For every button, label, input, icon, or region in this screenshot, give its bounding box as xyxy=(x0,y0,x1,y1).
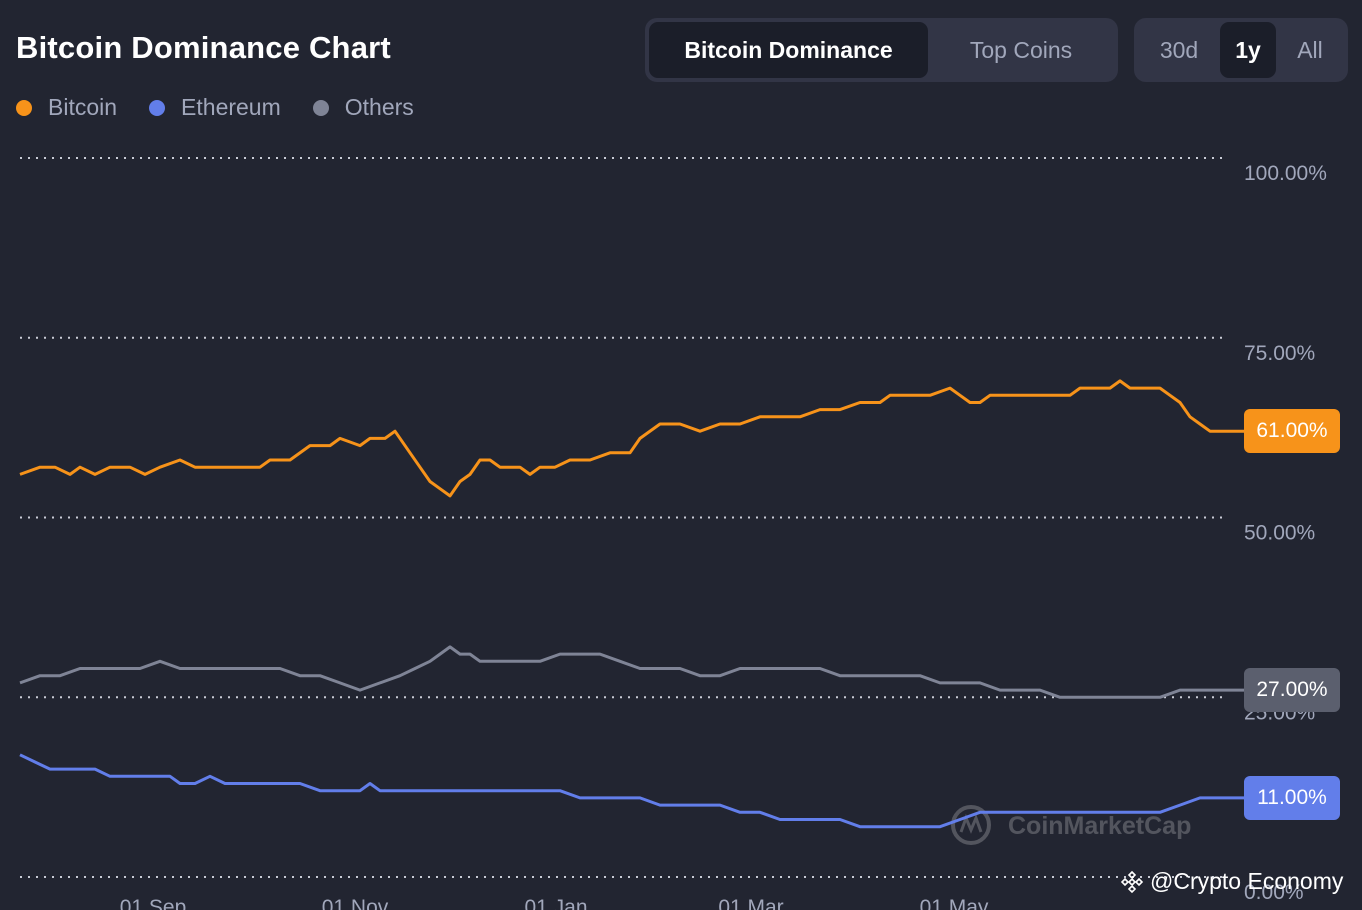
legend-dot-others xyxy=(312,99,329,116)
range-1y-button[interactable]: 1y xyxy=(1220,22,1276,78)
view-toggle: Bitcoin Dominance Top Coins xyxy=(645,18,1118,82)
range-30d-button[interactable]: 30d xyxy=(1159,36,1199,63)
legend-item-others[interactable]: Others xyxy=(312,94,414,121)
legend-item-bitcoin[interactable]: Bitcoin xyxy=(16,94,117,121)
y-tick-label: 0.00% xyxy=(1244,881,1304,904)
chart-legend: Bitcoin Ethereum Others xyxy=(16,94,414,121)
legend-item-ethereum[interactable]: Ethereum xyxy=(149,94,281,121)
series-line-bitcoin[interactable] xyxy=(19,379,1245,498)
watermark-brand-text: CoinMarketCap xyxy=(1008,812,1191,840)
y-tick-label: 75.00% xyxy=(1244,342,1315,365)
credit-watermark: @Crypto Economy xyxy=(1120,868,1343,895)
x-tick-label: 01 Nov xyxy=(322,896,389,910)
legend-label-others: Others xyxy=(344,94,414,120)
credit-text: @Crypto Economy xyxy=(1150,868,1344,894)
tab-top-coins[interactable]: Top Coins xyxy=(969,36,1073,63)
x-tick-label: 01 Jan xyxy=(524,896,587,910)
legend-label-ethereum: Ethereum xyxy=(181,94,281,120)
binance-diamond-icon xyxy=(1120,870,1144,893)
range-toggle: 30d 1y All xyxy=(1134,18,1348,82)
legend-dot-bitcoin xyxy=(16,99,32,116)
x-tick-label: 01 May xyxy=(920,896,989,910)
badge-ethereum-value: 11.00% xyxy=(1244,776,1340,820)
badge-bitcoin-value: 61.00% xyxy=(1244,409,1340,453)
legend-dot-ethereum xyxy=(149,99,166,116)
page-title: Bitcoin Dominance Chart xyxy=(16,30,391,65)
x-tick-label: 01 Mar xyxy=(718,896,783,910)
range-all-button[interactable]: All xyxy=(1297,36,1323,63)
series-line-ethereum[interactable] xyxy=(19,753,1245,829)
x-tick-label: 01 Sep xyxy=(120,896,187,910)
tab-bitcoin-dominance[interactable]: Bitcoin Dominance xyxy=(649,22,928,78)
badge-others-value: 27.00% xyxy=(1244,668,1340,712)
legend-label-bitcoin: Bitcoin xyxy=(48,94,118,120)
coinmarketcap-logo-icon xyxy=(951,805,991,845)
series-line-others[interactable] xyxy=(19,645,1245,699)
y-tick-label: 100.00% xyxy=(1244,162,1327,185)
y-tick-label: 50.00% xyxy=(1244,522,1315,545)
